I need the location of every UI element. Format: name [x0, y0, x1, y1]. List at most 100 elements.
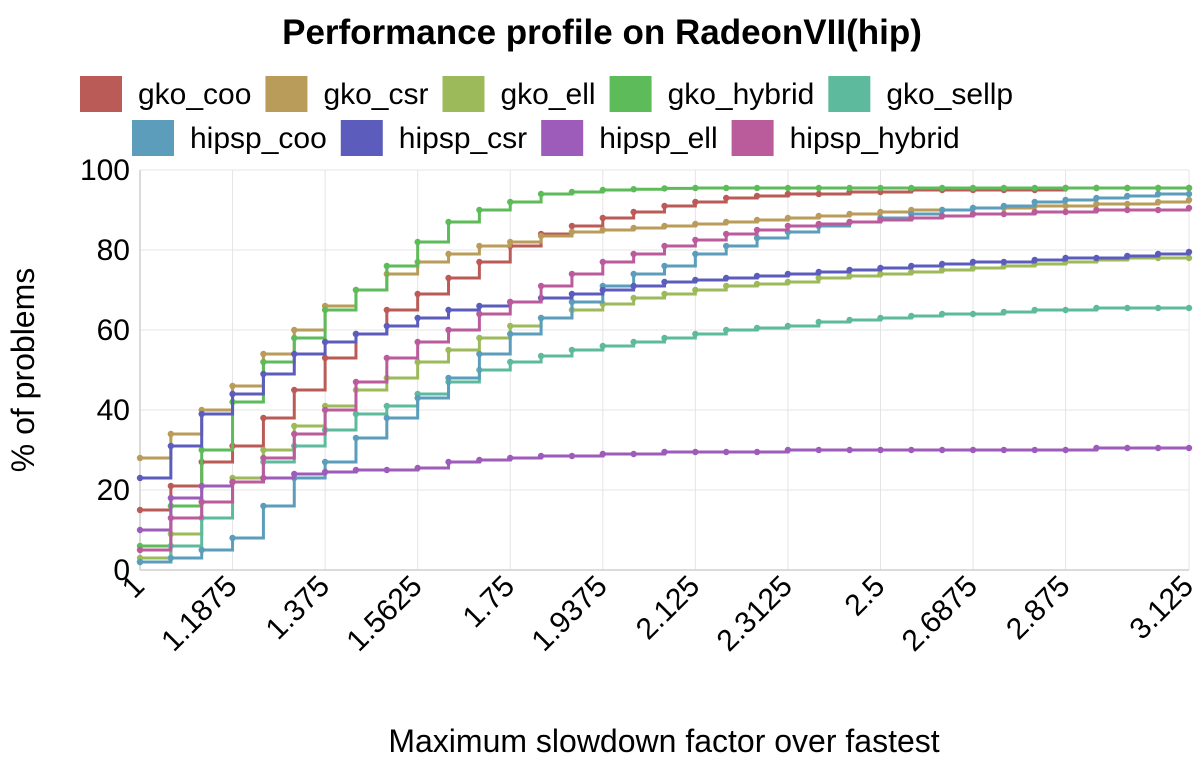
data-point-gko_csr: [723, 218, 730, 226]
data-point-hipsp_coo: [753, 234, 761, 242]
data-point-gko_hybrid: [476, 206, 483, 214]
data-point-gko_ell: [260, 446, 267, 454]
data-point-hipsp_coo: [723, 242, 730, 250]
data-point-gko_sellp: [723, 326, 730, 334]
data-point-gko_hybrid: [969, 184, 977, 192]
data-point-gko_csr: [260, 350, 267, 358]
data-point-hipsp_hybrid: [321, 406, 329, 414]
data-point-hipsp_csr: [661, 278, 668, 286]
data-point-gko_csr: [1154, 198, 1162, 206]
data-point-hipsp_ell: [877, 446, 884, 454]
data-point-hipsp_csr: [723, 274, 730, 282]
data-point-hipsp_hybrid: [260, 454, 267, 462]
legend-item-gko_hybrid: gko_hybrid: [609, 76, 814, 112]
legend-item-gko_sellp: gko_sellp: [828, 76, 1013, 112]
data-point-hipsp_csr: [136, 474, 144, 482]
data-point-gko_csr: [846, 210, 853, 218]
data-point-gko_sellp: [383, 402, 391, 410]
data-point-hipsp_coo: [167, 554, 175, 562]
data-point-gko_hybrid: [260, 358, 267, 366]
data-point-gko_csr: [445, 250, 452, 258]
data-point-gko_ell: [291, 422, 298, 430]
data-point-hipsp_csr: [1154, 250, 1162, 258]
data-point-hipsp_hybrid: [1093, 206, 1100, 214]
y-axis-ticks: 0 20 40 60 80 100: [80, 154, 130, 587]
data-point-gko_csr: [599, 226, 606, 234]
data-point-hipsp_hybrid: [661, 242, 668, 250]
y-tick-label: 60: [97, 314, 130, 347]
data-point-hipsp_coo: [260, 502, 267, 510]
data-point-gko_ell: [784, 278, 792, 286]
data-point-hipsp_csr: [260, 370, 267, 378]
data-point-hipsp_coo: [445, 374, 452, 382]
data-point-hipsp_coo: [969, 204, 977, 212]
data-point-hipsp_ell: [846, 446, 853, 454]
data-point-gko_coo: [568, 222, 576, 230]
data-point-gko_coo: [692, 198, 699, 206]
data-point-hipsp_hybrid: [476, 310, 483, 318]
data-point-hipsp_coo: [1154, 190, 1162, 198]
data-point-hipsp_hybrid: [692, 236, 699, 244]
data-point-gko_csr: [877, 208, 884, 216]
data-point-hipsp_ell: [1185, 444, 1193, 452]
data-point-hipsp_hybrid: [1062, 208, 1069, 216]
data-point-hipsp_hybrid: [599, 258, 606, 266]
data-point-gko_csr: [568, 228, 576, 236]
data-point-hipsp_csr: [938, 260, 946, 268]
series-gko_sellp: [136, 304, 1193, 566]
data-point-gko_sellp: [815, 318, 822, 326]
legend-item-hipsp_csr: hipsp_csr: [340, 120, 527, 156]
data-point-hipsp_hybrid: [445, 326, 452, 334]
data-point-gko_sellp: [969, 310, 977, 318]
series-line-gko_hybrid: [140, 186, 1189, 548]
x-tick-label: 2.5: [839, 570, 892, 623]
data-point-gko_hybrid: [1062, 184, 1069, 192]
data-point-hipsp_hybrid: [352, 378, 360, 386]
data-point-gko_sellp: [661, 334, 668, 342]
data-point-hipsp_ell: [414, 464, 421, 472]
x-tick-label: 1.1875: [155, 570, 243, 658]
x-axis-label: Maximum slowdown factor over fastest: [388, 723, 939, 759]
data-point-hipsp_csr: [568, 290, 576, 298]
data-point-gko_csr: [291, 326, 298, 334]
data-point-gko_coo: [753, 192, 761, 200]
x-tick-label: 2.6875: [896, 570, 984, 658]
data-point-gko_csr: [630, 224, 637, 232]
data-point-hipsp_hybrid: [383, 354, 391, 362]
chart-title: Performance profile on RadeonVII(hip): [282, 13, 922, 52]
series-hipsp_ell: [136, 444, 1193, 534]
data-point-hipsp_hybrid: [198, 498, 205, 506]
data-point-hipsp_ell: [507, 454, 514, 462]
data-point-gko_sellp: [1185, 304, 1193, 312]
data-point-hipsp_csr: [599, 286, 606, 294]
y-tick-label: 100: [80, 154, 130, 187]
series-line-gko_ell: [140, 256, 1189, 560]
data-point-gko_hybrid: [599, 186, 606, 194]
data-point-gko_csr: [476, 242, 483, 250]
data-point-hipsp_coo: [692, 250, 699, 258]
data-point-gko_hybrid: [352, 286, 360, 294]
data-point-hipsp_coo: [414, 394, 421, 402]
data-point-hipsp_coo: [568, 298, 576, 306]
legend-item-gko_csr: gko_csr: [265, 76, 428, 112]
legend-swatch: [265, 76, 308, 112]
x-tick-label: 1.375: [260, 570, 336, 646]
series-line-hipsp_csr: [140, 252, 1191, 480]
data-point-gko_sellp: [1062, 306, 1069, 314]
data-point-hipsp_coo: [630, 270, 637, 278]
data-point-gko_csr: [753, 216, 761, 224]
data-point-gko_sellp: [877, 314, 884, 322]
y-tick-label: 0: [113, 554, 130, 587]
data-point-gko_hybrid: [784, 184, 792, 192]
data-point-hipsp_coo: [198, 546, 205, 554]
data-point-gko_sellp: [568, 346, 576, 354]
data-point-hipsp_coo: [507, 330, 514, 338]
data-point-hipsp_hybrid: [1154, 206, 1162, 214]
data-point-hipsp_hybrid: [753, 226, 761, 234]
legend-label: hipsp_coo: [190, 122, 327, 155]
data-point-gko_csr: [661, 222, 668, 230]
data-point-gko_coo: [815, 190, 822, 198]
data-point-hipsp_coo: [1124, 192, 1131, 200]
